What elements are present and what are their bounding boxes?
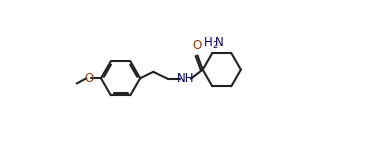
Text: 2: 2 xyxy=(213,41,218,50)
Text: H: H xyxy=(204,36,212,49)
Text: O: O xyxy=(84,72,93,85)
Text: O: O xyxy=(193,40,202,53)
Text: N: N xyxy=(215,36,224,49)
Text: NH: NH xyxy=(177,72,194,85)
